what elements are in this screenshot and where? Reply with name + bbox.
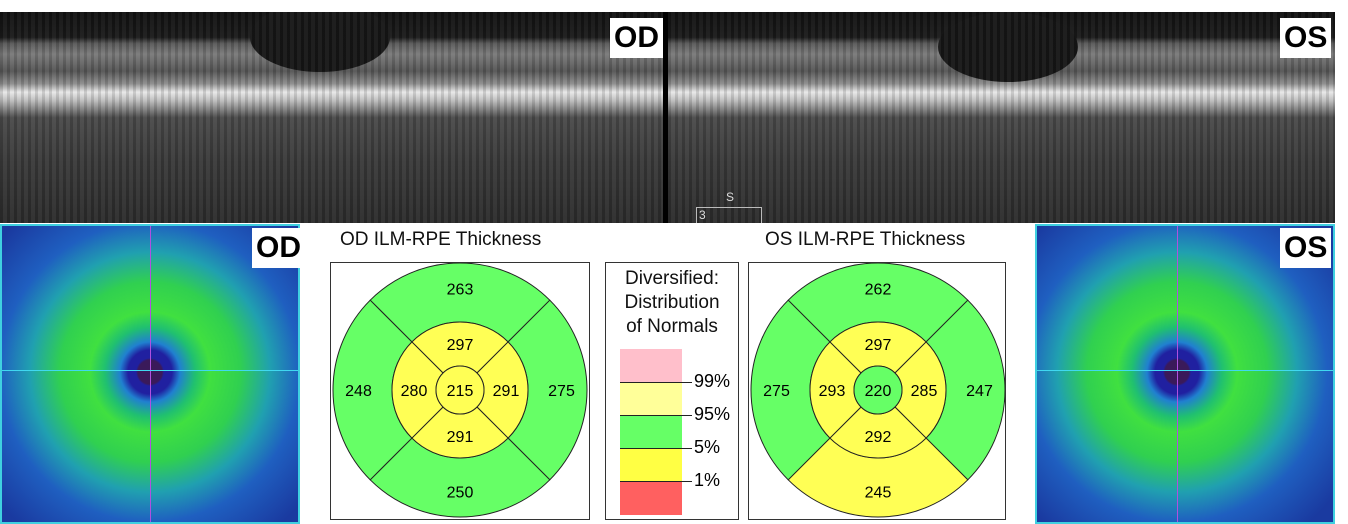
legend-band-0: [620, 349, 682, 382]
center-sector: [435, 365, 485, 415]
inner-value-left: 280: [401, 383, 428, 400]
inner-value-bottom: 291: [447, 429, 474, 446]
outer-value-right: 275: [548, 383, 575, 400]
legend-tick: 5%: [682, 437, 720, 458]
os-etdrs-box: 262 247 245 275 297 285 292 293 220: [748, 262, 1006, 520]
inner-value-top: 297: [447, 337, 474, 354]
outer-value-bottom: 245: [865, 485, 892, 502]
legend-band-1: [620, 382, 682, 416]
inner-value-bottom: 292: [865, 429, 892, 446]
od-chart-title: OD ILM-RPE Thickness: [340, 229, 542, 250]
outer-value-bottom: 250: [447, 485, 474, 502]
scan-marker-3: 3: [699, 208, 706, 222]
od-etdrs-box: 263 275 250 248 297 291 291 280 215: [330, 262, 590, 520]
legend-title-3: of Normals: [626, 316, 718, 337]
od-thickness-map: [0, 224, 300, 524]
od-oct-scan: [0, 12, 663, 223]
inner-value-right: 291: [493, 383, 520, 400]
od-map-label: OD: [252, 228, 305, 268]
legend-band-3: [620, 448, 682, 482]
center-value: 215: [447, 383, 474, 400]
outer-value-top: 262: [865, 282, 892, 299]
legend-title-1: Diversified:: [625, 268, 719, 289]
os-scan-label: OS: [1280, 18, 1332, 58]
legend-tick: 95%: [682, 404, 730, 425]
inner-value-left: 293: [819, 383, 846, 400]
legend-tick: 99%: [682, 371, 730, 392]
os-thickness-map: [1035, 224, 1335, 524]
legend-band-4: [620, 481, 682, 515]
outer-value-left: 248: [345, 383, 372, 400]
legend-band-2: [620, 415, 682, 449]
scan-divider: [663, 12, 668, 223]
outer-value-right: 247: [966, 383, 993, 400]
normals-legend: Diversified: Distribution of Normals 99%…: [605, 262, 739, 520]
od-scan-label: OD: [610, 18, 663, 58]
od-etdrs-chart: 263 275 250 248 297 291 291 280 215: [332, 262, 588, 518]
center-value: 220: [865, 383, 892, 400]
os-etdrs-chart: 262 247 245 275 297 285 292 293 220: [750, 262, 1006, 518]
legend-tick: 1%: [682, 470, 720, 491]
inner-value-right: 285: [911, 383, 938, 400]
legend-title-2: Distribution: [624, 292, 720, 313]
outer-value-left: 275: [763, 383, 790, 400]
os-oct-scan: S 3: [668, 12, 1335, 223]
os-chart-title: OS ILM-RPE Thickness: [765, 229, 966, 250]
center-sector: [853, 365, 903, 415]
scan-marker-s: S: [726, 190, 735, 204]
os-map-label: OS: [1280, 228, 1332, 268]
inner-value-top: 297: [865, 337, 892, 354]
outer-value-top: 263: [447, 282, 474, 299]
scan-marker-box: 3: [696, 207, 762, 223]
